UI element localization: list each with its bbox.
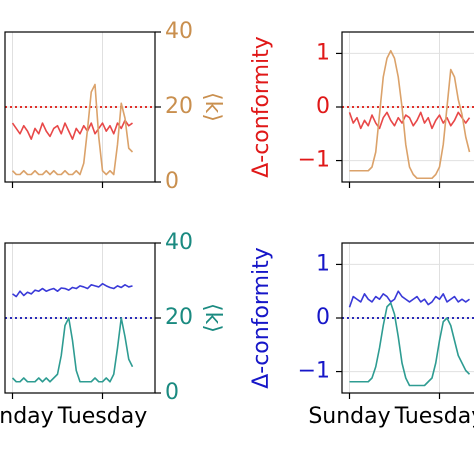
series-line — [11, 83, 134, 176]
y-tick-label: 0 — [316, 94, 330, 119]
y-axis-label: Δ-conformity — [249, 247, 274, 389]
x-tick-label: Sunday — [0, 404, 54, 429]
series-line — [11, 119, 133, 140]
series-line — [348, 111, 471, 130]
series-line — [348, 290, 470, 308]
series-line — [349, 49, 471, 180]
y2-tick-label: 0 — [165, 169, 179, 194]
series-line — [11, 317, 134, 383]
y2-tick-label: 20 — [165, 305, 193, 330]
plot-frame — [4, 31, 156, 183]
y2-tick-label: 40 — [165, 19, 193, 44]
y-tick-label: 0 — [316, 305, 330, 330]
y-axis-label: Δ-conformity — [249, 36, 274, 178]
y-tick-label: 1 — [316, 251, 330, 276]
plot-frame — [341, 31, 474, 183]
y2-tick-label: 40 — [165, 230, 193, 255]
x-tick-label: Sunday — [308, 404, 390, 429]
y-tick-label: −1 — [298, 359, 330, 384]
x-tick-label: Tuesday — [57, 404, 148, 429]
y-tick-label: −1 — [298, 148, 330, 173]
series-line — [12, 282, 133, 298]
plot-frame — [4, 242, 156, 394]
y2-tick-label: 0 — [165, 380, 179, 405]
y2-tick-label: 20 — [165, 94, 193, 119]
series-line — [349, 302, 471, 387]
y-tick-label: 1 — [316, 40, 330, 65]
y2-axis-label: ⟨k⟩ — [200, 92, 225, 122]
plot-frame — [341, 242, 474, 394]
x-tick-label: Tuesday — [394, 404, 474, 429]
y2-axis-label: ⟨k⟩ — [200, 303, 225, 333]
